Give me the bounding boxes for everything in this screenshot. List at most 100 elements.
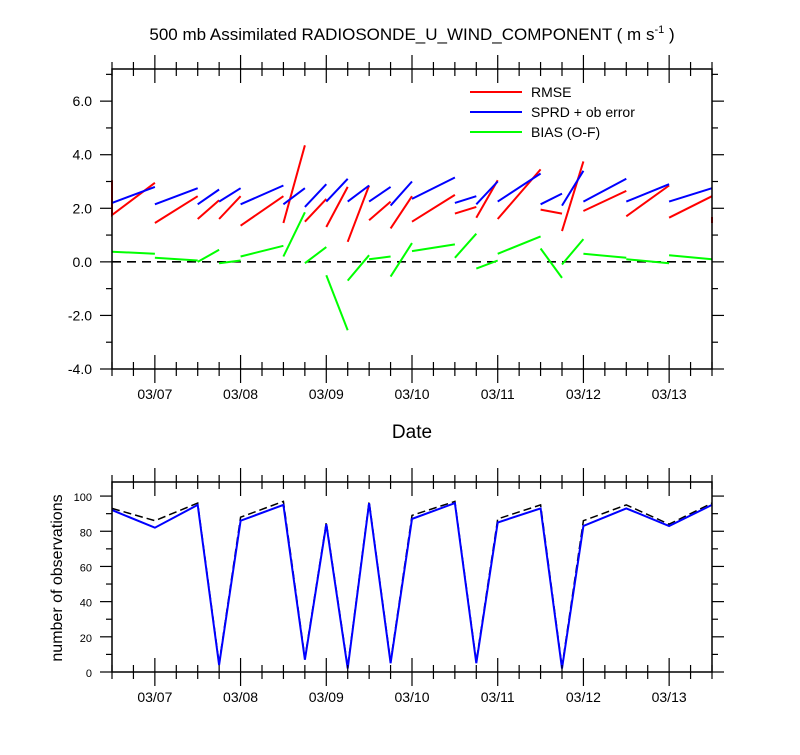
- chart-title: 500 mb Assimilated RADIOSONDE_U_WIND_COM…: [149, 24, 674, 44]
- series-sprd-ob-error-segment: [561, 170, 585, 207]
- series-sprd-ob-error-segment: [497, 172, 542, 203]
- series-bias-o-f-segment: [583, 252, 627, 259]
- top-y-tick-label: 4.0: [73, 147, 93, 163]
- series-bias-o-f-segment: [411, 243, 456, 253]
- top-y-tick-label: 0.0: [73, 254, 93, 270]
- bottom-x-tick-label: 03/07: [137, 689, 172, 705]
- series-bias-o-f-segment: [389, 242, 413, 278]
- series-rmse-segment: [218, 195, 242, 220]
- top-x-tick-label: 03/08: [223, 386, 258, 402]
- series-rmse-segment: [540, 208, 563, 215]
- bottom-y-tick-label: 100: [74, 492, 92, 504]
- series-rmse-segment: [197, 199, 220, 220]
- series-bias-o-f-segment: [626, 258, 670, 265]
- series-bias-o-f-segment: [240, 244, 284, 258]
- series-rmse-segment: [625, 184, 670, 218]
- series-sprd-ob-error-segment: [197, 188, 220, 206]
- series-sprd-ob-error-segment: [668, 187, 713, 203]
- series-bias-o-f-segment: [282, 211, 306, 257]
- series-rmse-segment: [154, 195, 199, 224]
- series-rmse-segment: [111, 180, 156, 218]
- series-rmse-segment: [368, 200, 392, 222]
- bottom-x-tick-label: 03/13: [652, 689, 687, 705]
- chart-title-close: ): [664, 25, 674, 44]
- series-sprd-ob-error-segment: [347, 184, 370, 203]
- bottom-x-tick-label: 03/10: [394, 689, 429, 705]
- series-rmse-segment: [325, 186, 349, 228]
- series-rmse-segment: [411, 194, 456, 223]
- top-x-tick-label: 03/09: [309, 386, 344, 402]
- bottom-x-tick-label: 03/12: [566, 689, 601, 705]
- top-x-tick-label: 03/13: [652, 386, 687, 402]
- bottom-x-tick-label: 03/11: [481, 689, 515, 705]
- bottom-y-tick-label: 80: [80, 527, 92, 539]
- bottom-series-group: [111, 500, 713, 669]
- series-rmse-segment: [561, 161, 585, 232]
- series-bias-o-f-segment: [561, 238, 585, 266]
- bottom-plot: 03/07 03/08 03/09 03/10 03/11 03/12 03/13 0 20 40…: [74, 468, 724, 705]
- series-possible-line: [111, 500, 713, 667]
- series-bias-o-f-segment: [497, 235, 541, 255]
- series-sprd-ob-error-segment: [540, 192, 563, 206]
- series-sprd-ob-error-segment: [325, 178, 349, 203]
- top-y-tick-label: -2.0: [68, 307, 92, 323]
- series-bias-o-f-segment: [475, 259, 499, 270]
- top-plot: RMSE SPRD + ob error BIAS (O-F) 03/07 03/08…: [68, 55, 724, 402]
- series-rmse-segment: [454, 205, 477, 215]
- series-bias-o-f-segment: [304, 246, 327, 264]
- series-bias-o-f-segment: [111, 250, 155, 255]
- series-sprd-ob-error-segment: [411, 176, 456, 200]
- series-bias-o-f-segment: [346, 254, 370, 282]
- series-sprd-ob-error-segment: [154, 187, 199, 206]
- top-y-tick-label: -4.0: [68, 361, 92, 377]
- top-x-tick-label: 03/07: [137, 386, 172, 402]
- series-used-line: [111, 501, 713, 669]
- series-sprd-ob-error-segment: [368, 186, 392, 203]
- series-rmse-segment: [304, 198, 328, 223]
- top-axes: 03/07 03/08 03/09 03/10 03/11 03/12 03/13 -4.0 -…: [68, 55, 724, 402]
- top-legend: RMSE SPRD + ob error BIAS (O-F): [470, 84, 635, 140]
- series-rmse-segment: [582, 189, 627, 212]
- top-x-axis-label: Date: [392, 422, 432, 443]
- series-bias-o-f-segment: [454, 233, 478, 259]
- series-sprd-ob-error-segment: [582, 177, 627, 203]
- series-sprd-ob-error-segment: [240, 184, 284, 206]
- top-y-tick-label: 2.0: [73, 200, 93, 216]
- series-bias-o-f-segment: [197, 248, 220, 263]
- series-sprd-ob-error-segment: [218, 187, 242, 203]
- series-rmse-segment: [668, 195, 713, 219]
- series-sprd-ob-error-segment: [282, 187, 306, 206]
- series-bias-o-f-segment: [539, 247, 563, 279]
- legend-label-bias-o-f: BIAS (O-F): [531, 124, 600, 140]
- top-series-group: [111, 145, 713, 331]
- bottom-y-tick-label: 0: [86, 668, 92, 680]
- top-x-tick-label: 03/11: [481, 386, 515, 402]
- series-sprd-ob-error-segment: [475, 180, 499, 205]
- series-bias-o-f-segment: [368, 255, 391, 261]
- bottom-y-axis-label: number of observations: [49, 494, 66, 661]
- series-sprd-ob-error-segment: [111, 185, 156, 204]
- series-sprd-ob-error-segment: [454, 195, 477, 204]
- series-bias-o-f-segment: [154, 256, 198, 262]
- bottom-axes: 03/07 03/08 03/09 03/10 03/11 03/12 03/13 0 20 40…: [74, 468, 724, 705]
- series-sprd-ob-error-segment: [625, 183, 670, 203]
- top-x-tick-label: 03/12: [566, 386, 601, 402]
- series-rmse-segment: [346, 185, 371, 243]
- top-x-tick-label: 03/10: [394, 386, 429, 402]
- legend-label-rmse: RMSE: [531, 84, 571, 100]
- series-bias-o-f-segment: [669, 254, 713, 261]
- series-sprd-ob-error-segment: [389, 180, 413, 207]
- series-bias-o-f-segment: [218, 259, 241, 265]
- chart-title-main: 500 mb Assimilated RADIOSONDE_U_WIND_COM…: [149, 25, 654, 44]
- series-sprd-ob-error-segment: [304, 183, 328, 208]
- bottom-y-tick-label: 40: [80, 598, 92, 610]
- series-rmse-segment: [282, 145, 306, 224]
- chart-title-units-exponent: -1: [654, 24, 664, 36]
- bottom-x-tick-label: 03/09: [309, 689, 344, 705]
- bottom-x-tick-label: 03/08: [223, 689, 258, 705]
- legend-label-sprd-ob-error: SPRD + ob error: [531, 104, 635, 120]
- top-y-tick-label: 6.0: [73, 93, 93, 109]
- series-rmse-segment: [240, 195, 284, 227]
